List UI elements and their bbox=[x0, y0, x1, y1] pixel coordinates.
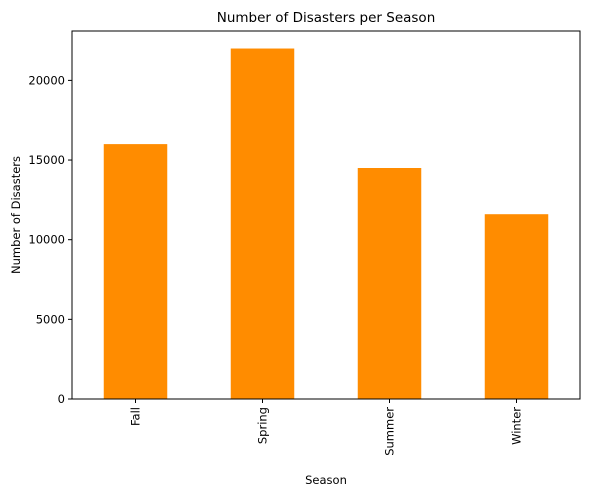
bar-fall bbox=[103, 144, 168, 399]
y-tick-label: 0 bbox=[58, 392, 65, 406]
y-tick-label: 20000 bbox=[28, 73, 65, 87]
bar-summer bbox=[357, 168, 422, 399]
bars bbox=[103, 48, 549, 400]
plot-area-frame bbox=[71, 30, 581, 400]
x-tick-label: Winter bbox=[510, 407, 524, 445]
x-tick-label: Fall bbox=[129, 407, 143, 426]
x-tick-label: Spring bbox=[256, 407, 270, 444]
chart-title: Number of Disasters per Season bbox=[217, 10, 436, 26]
y-axis-ticks: 0 5000 10000 15000 20000 bbox=[28, 73, 72, 406]
y-tick-label: 15000 bbox=[28, 153, 65, 167]
x-tick-label: Summer bbox=[383, 407, 397, 456]
x-axis-label: Season bbox=[305, 473, 347, 487]
x-axis-ticks: Fall Spring Summer Winter bbox=[129, 399, 524, 456]
y-tick-label: 5000 bbox=[36, 312, 65, 326]
y-tick-label: 10000 bbox=[28, 233, 65, 247]
bar-winter bbox=[484, 214, 549, 399]
y-axis-label: Number of Disasters bbox=[9, 156, 23, 274]
bar-spring bbox=[230, 48, 295, 400]
